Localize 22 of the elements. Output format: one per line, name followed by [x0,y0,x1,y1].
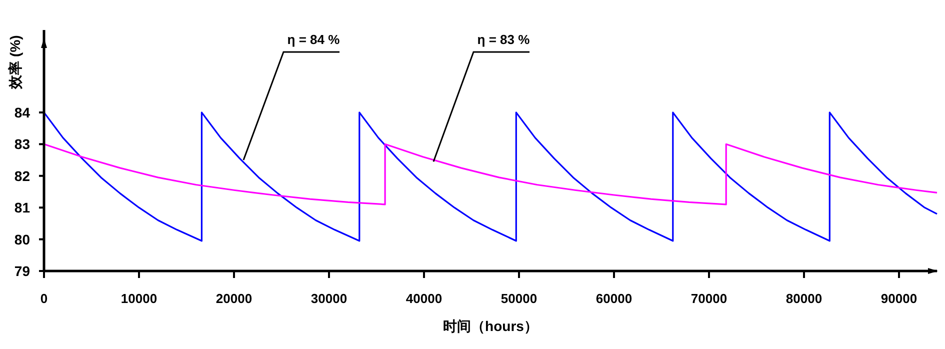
x-tick-label: 80000 [786,291,822,306]
x-tick-label: 30000 [310,291,348,306]
x-axis-title: 时间（hours） [443,318,538,334]
x-tick-label: 70000 [690,291,728,306]
x-tick-label: 50000 [500,291,538,306]
annotation: η = 83 % [477,32,530,47]
y-tick-label: 81 [14,200,30,216]
annotation: η = 84 % [287,32,340,47]
x-tick-label: 0 [40,291,48,306]
line-series [43,143,938,206]
y-axis-title: 效率 (%) [7,35,23,90]
x-tick-label: 40000 [406,291,442,306]
y-tick-label: 82 [14,168,30,184]
x-tick-label: 90000 [880,291,918,306]
y-tick-label: 80 [14,231,30,248]
x-tick-label: 60000 [596,291,632,306]
y-tick-label: 84 [14,104,30,120]
line-series [43,112,938,242]
y-tick-label: 79 [14,263,30,279]
x-tick-label: 10000 [120,291,158,306]
y-tick-label: 83 [14,136,30,152]
x-tick-label: 20000 [216,291,252,306]
